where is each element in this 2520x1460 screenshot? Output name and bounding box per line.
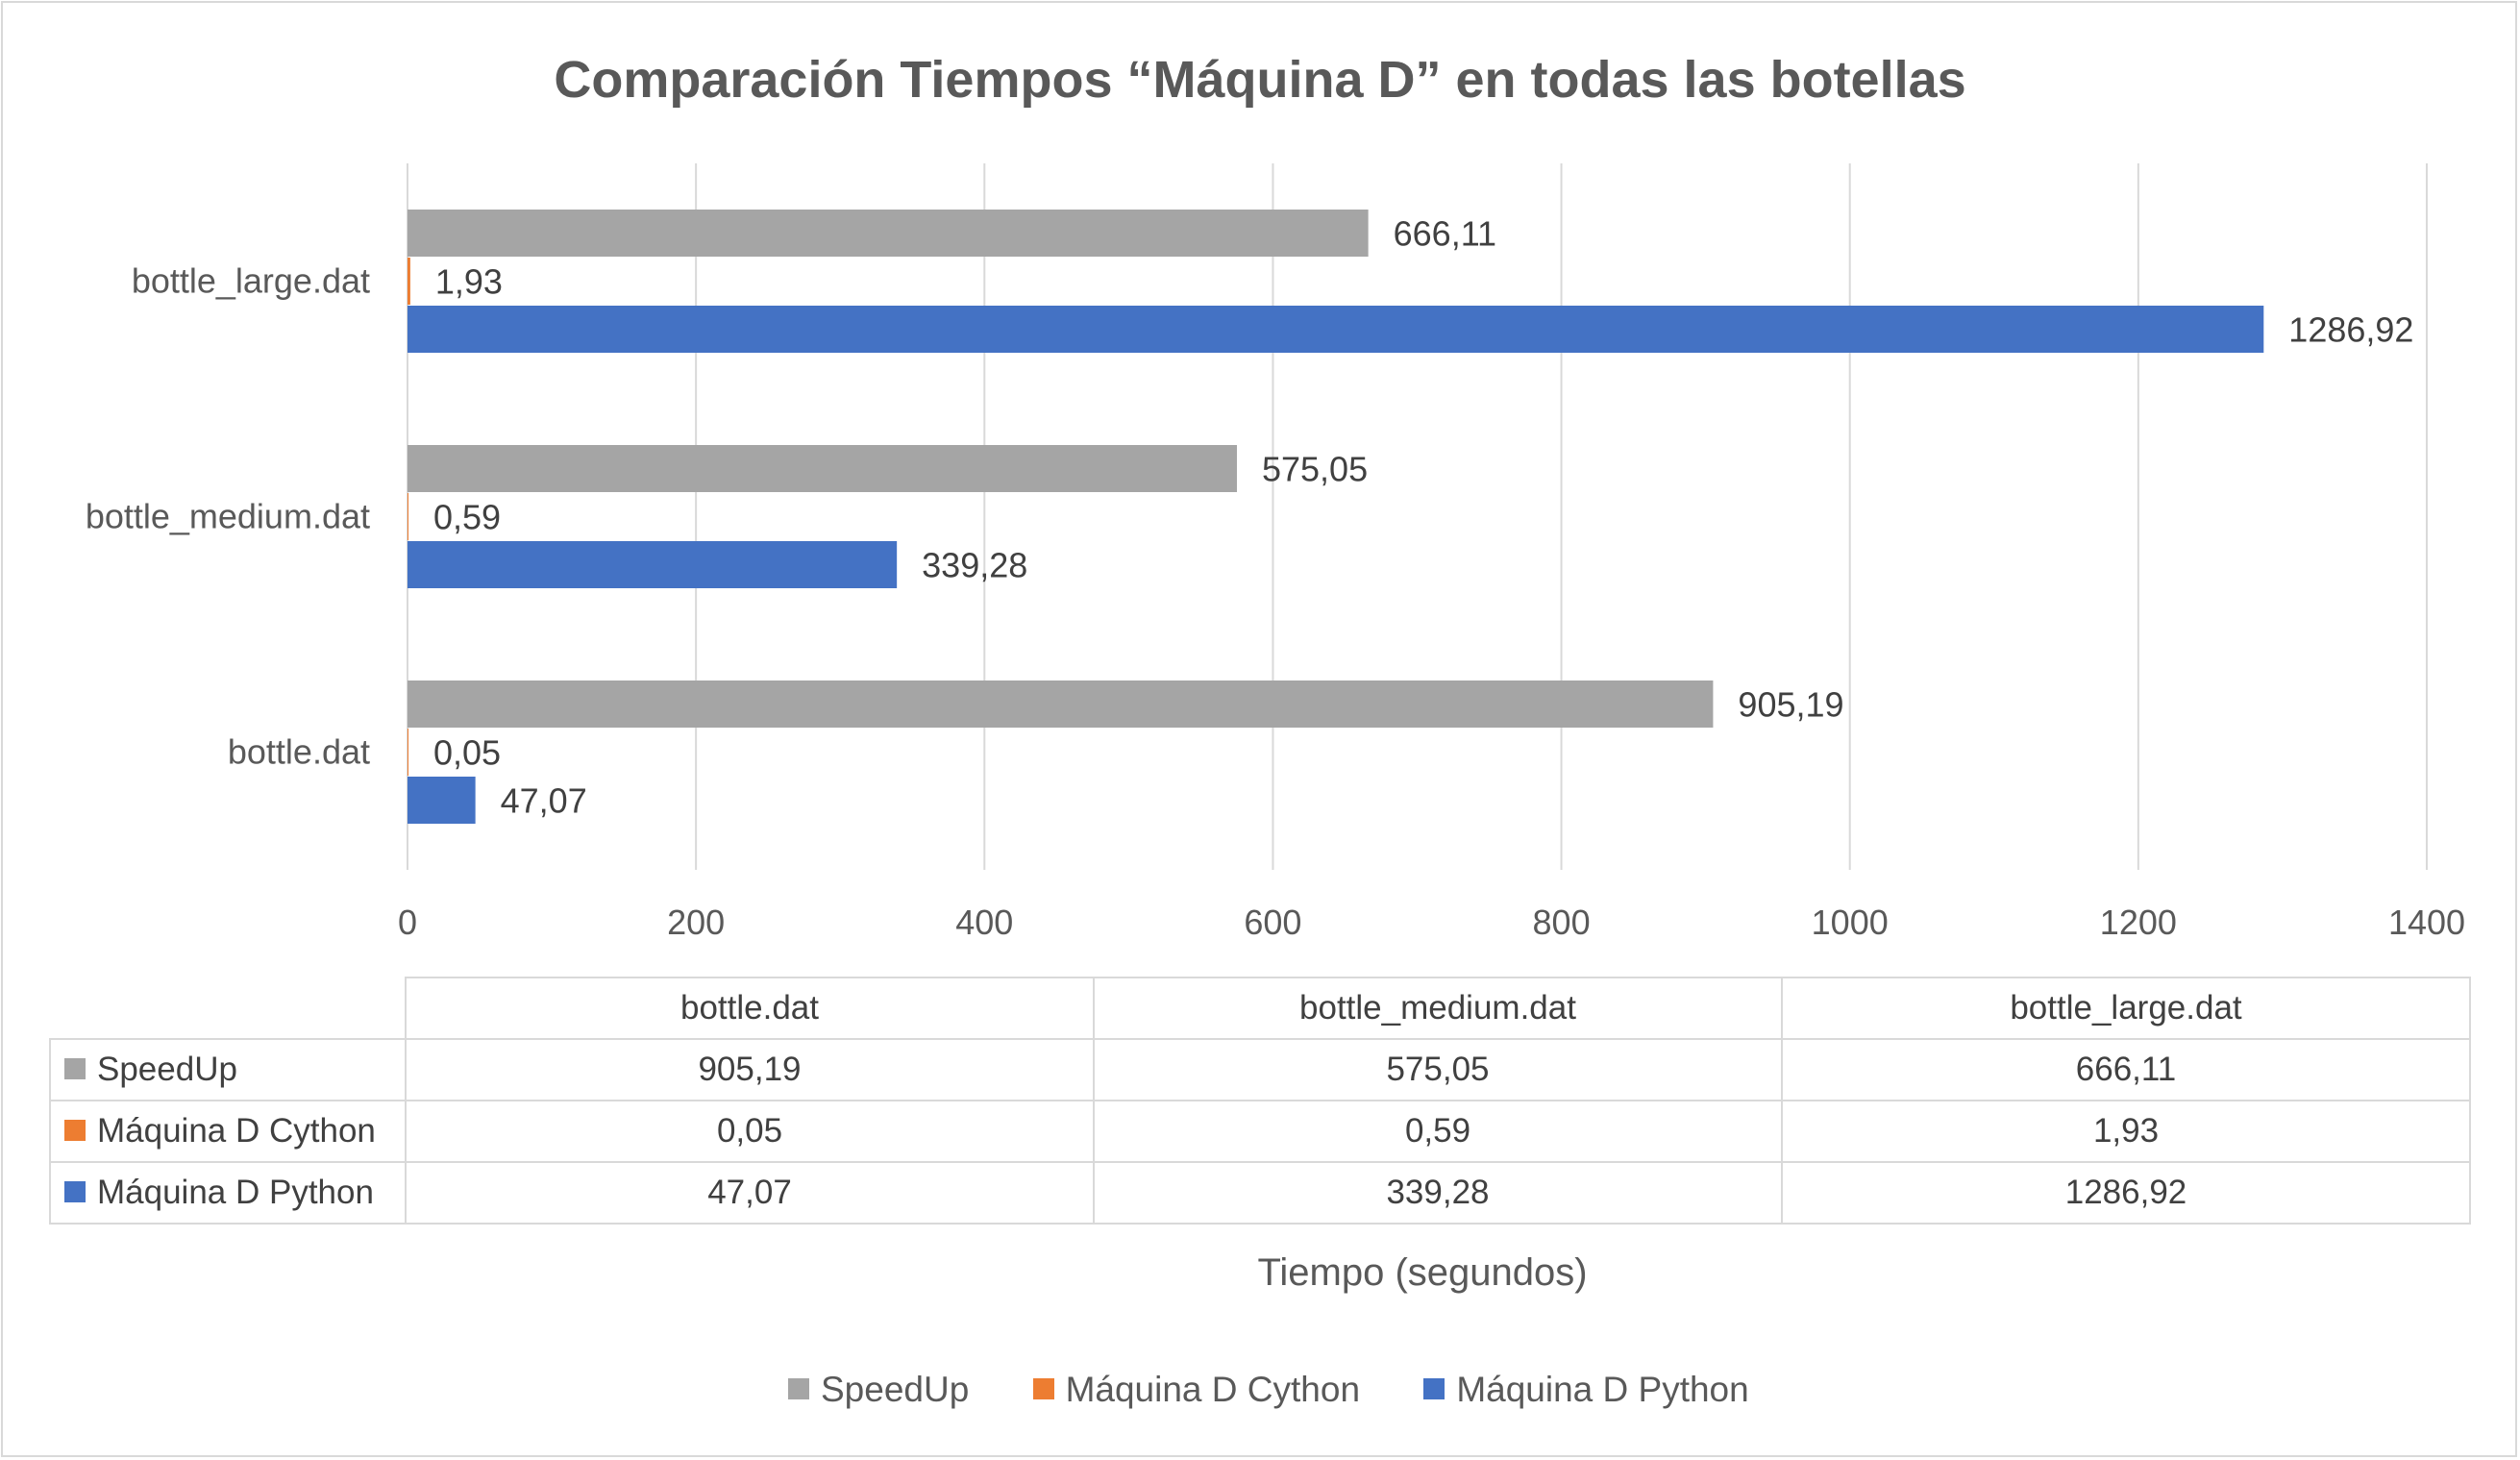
x-tick-label: 200 — [667, 903, 725, 942]
x-axis-title: Tiempo (segundos) — [1257, 1251, 1588, 1294]
data-label: 1,93 — [435, 262, 503, 302]
bar — [408, 445, 1237, 492]
x-tick-label: 1400 — [2388, 903, 2465, 942]
table-cell: 905,19 — [405, 1038, 1095, 1101]
table-cell: 47,07 — [405, 1161, 1095, 1225]
legend-item: Máquina D Cython — [1032, 1370, 1361, 1410]
data-label: 339,28 — [922, 546, 1027, 585]
bar — [408, 777, 476, 824]
legend-key-icon — [64, 1180, 86, 1202]
table-cell: 1286,92 — [1781, 1161, 2471, 1225]
x-tick-label: 1200 — [2100, 903, 2177, 942]
table-corner — [50, 977, 407, 1040]
legend-item: SpeedUp — [788, 1370, 969, 1410]
data-label: 666,11 — [1394, 214, 1496, 254]
legend: SpeedUp Máquina D Cython Máquina D Pytho… — [788, 1370, 1803, 1410]
bar — [408, 306, 2264, 353]
legend-item: Máquina D Python — [1423, 1370, 1749, 1410]
x-tick-label: 800 — [1533, 903, 1591, 942]
x-tick-label: 400 — [955, 903, 1013, 942]
series-name: Máquina D Cython — [97, 1112, 376, 1150]
table-col-header: bottle_medium.dat — [1093, 977, 1783, 1040]
table-row: SpeedUp 905,19 575,05 666,11 — [49, 1038, 2471, 1101]
bar — [408, 210, 1369, 257]
data-label: 1286,92 — [2288, 310, 2413, 350]
legend-key-icon — [1423, 1378, 1445, 1400]
data-label: 905,19 — [1738, 685, 1843, 725]
table-col-header: bottle.dat — [405, 977, 1095, 1040]
data-label: 575,05 — [1262, 450, 1368, 489]
table-cell: 339,28 — [1093, 1161, 1783, 1225]
legend-key-icon — [788, 1378, 809, 1400]
legend-label: SpeedUp — [821, 1370, 970, 1409]
table-cell: 0,05 — [405, 1100, 1095, 1163]
data-label: 0,05 — [433, 733, 501, 773]
x-tick-label: 0 — [398, 903, 417, 942]
legend-label: Máquina D Cython — [1065, 1370, 1361, 1409]
data-table: bottle.dat bottle_medium.dat bottle_larg… — [49, 977, 2471, 1225]
table-col-header: bottle_large.dat — [1781, 977, 2471, 1040]
legend-label: Máquina D Python — [1456, 1370, 1749, 1409]
legend-key-icon — [1032, 1378, 1054, 1400]
table-row: Máquina D Cython 0,05 0,59 1,93 — [49, 1100, 2471, 1163]
bar — [408, 258, 410, 305]
table-row: Máquina D Python 47,07 339,28 1286,92 — [49, 1161, 2471, 1225]
chart-title: Comparación Tiempos “Máquina D” en todas… — [554, 51, 1966, 109]
bar — [408, 541, 898, 588]
x-tick-label: 600 — [1244, 903, 1301, 942]
legend-key-icon — [64, 1119, 86, 1141]
series-name: Máquina D Python — [97, 1174, 374, 1211]
y-category-label: bottle_large.dat — [132, 261, 370, 301]
x-tick-label: 1000 — [1812, 903, 1889, 942]
table-header-row: bottle.dat bottle_medium.dat bottle_larg… — [50, 977, 2471, 1040]
table-cell: 1,93 — [1781, 1100, 2471, 1163]
data-label: 0,59 — [433, 498, 501, 537]
table-row-header: Máquina D Python — [49, 1161, 407, 1225]
data-label: 47,07 — [501, 781, 587, 821]
y-category-label: bottle.dat — [228, 732, 370, 772]
table-cell: 0,59 — [1093, 1100, 1783, 1163]
bar — [408, 681, 1714, 728]
table-cell: 666,11 — [1781, 1038, 2471, 1101]
table-row-header: SpeedUp — [49, 1038, 407, 1101]
table-row-header: Máquina D Cython — [49, 1100, 407, 1163]
table-cell: 575,05 — [1093, 1038, 1783, 1101]
series-name: SpeedUp — [97, 1051, 237, 1088]
y-category-label: bottle_medium.dat — [86, 497, 370, 536]
legend-key-icon — [64, 1057, 86, 1079]
